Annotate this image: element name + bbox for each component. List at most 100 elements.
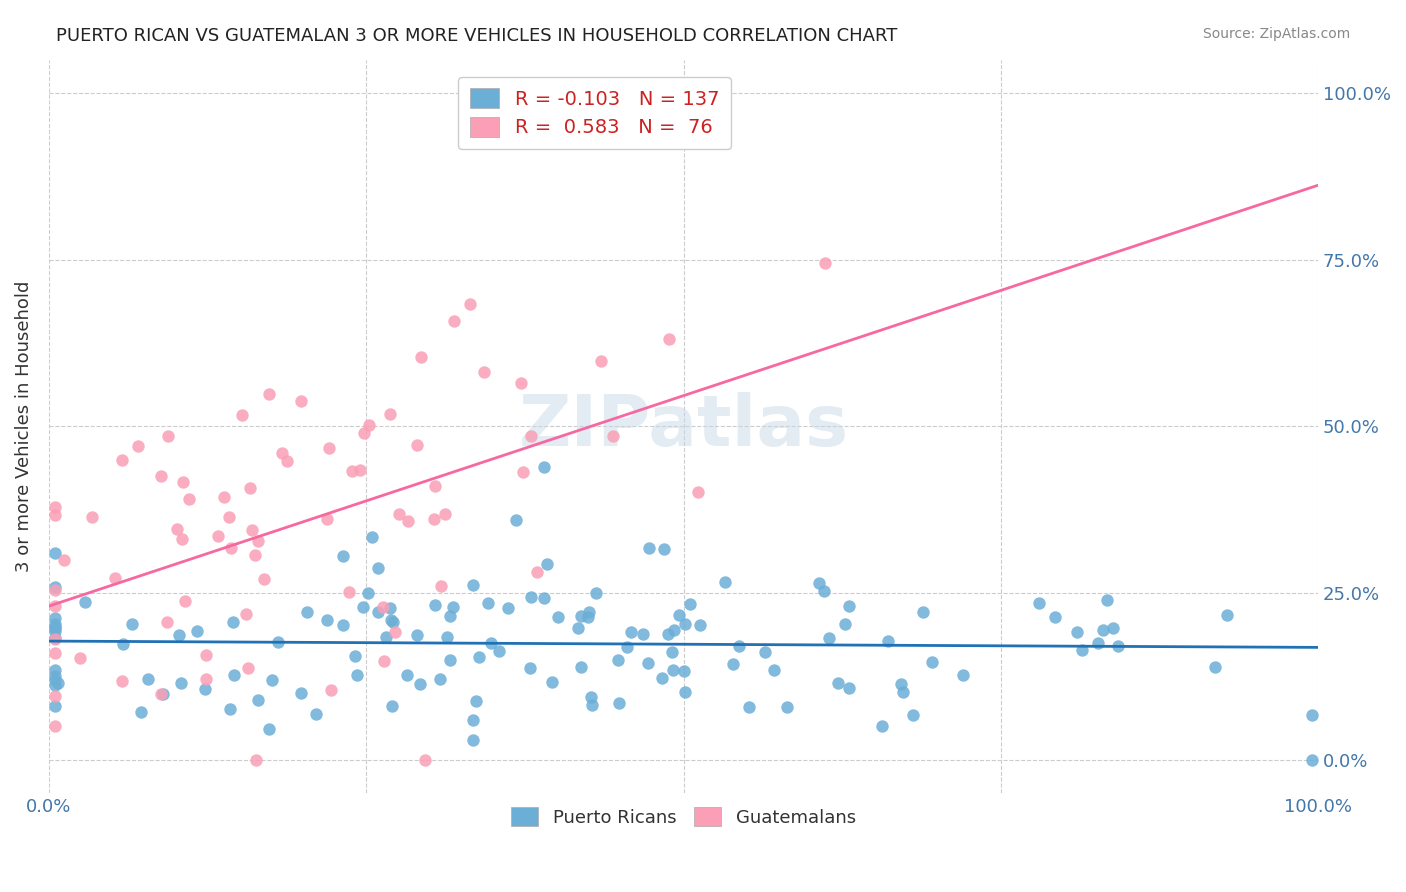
- Point: [172, 475, 194, 490]
- Point: [367, 605, 389, 619]
- Point: [111, 673, 134, 688]
- Point: [423, 599, 446, 613]
- Point: [1216, 608, 1239, 623]
- Point: [381, 615, 404, 629]
- Point: [714, 574, 737, 589]
- Point: [44, 620, 66, 634]
- Point: [150, 469, 173, 483]
- Point: [44, 546, 66, 560]
- Point: [890, 677, 912, 691]
- Point: [651, 671, 673, 685]
- Point: [73, 595, 96, 609]
- Point: [219, 702, 242, 716]
- Point: [439, 653, 461, 667]
- Point: [662, 663, 685, 677]
- Point: [458, 297, 481, 311]
- Point: [1204, 660, 1226, 674]
- Point: [430, 579, 453, 593]
- Point: [44, 699, 66, 714]
- Point: [952, 667, 974, 681]
- Point: [332, 549, 354, 563]
- Point: [838, 599, 860, 614]
- Point: [567, 621, 589, 635]
- Point: [569, 660, 592, 674]
- Point: [602, 429, 624, 443]
- Point: [44, 646, 66, 660]
- Point: [44, 719, 66, 733]
- Point: [519, 661, 541, 675]
- Point: [536, 558, 558, 572]
- Point: [240, 523, 263, 537]
- Point: [194, 648, 217, 662]
- Point: [239, 481, 262, 495]
- Point: [903, 708, 925, 723]
- Point: [381, 698, 404, 713]
- Point: [156, 615, 179, 630]
- Point: [344, 648, 367, 663]
- Point: [1043, 610, 1066, 624]
- Text: Source: ZipAtlas.com: Source: ZipAtlas.com: [1202, 27, 1350, 41]
- Point: [346, 668, 368, 682]
- Point: [316, 613, 339, 627]
- Point: [48, 676, 70, 690]
- Point: [396, 668, 419, 682]
- Point: [295, 605, 318, 619]
- Point: [657, 627, 679, 641]
- Point: [606, 653, 628, 667]
- Point: [357, 586, 380, 600]
- Y-axis label: 3 or more Vehicles in Household: 3 or more Vehicles in Household: [15, 281, 32, 572]
- Point: [121, 617, 143, 632]
- Point: [305, 706, 328, 721]
- Point: [219, 541, 242, 556]
- Point: [44, 689, 66, 703]
- Point: [591, 354, 613, 368]
- Point: [267, 635, 290, 649]
- Point: [245, 753, 267, 767]
- Point: [581, 698, 603, 712]
- Point: [540, 674, 562, 689]
- Point: [488, 644, 510, 658]
- Point: [834, 617, 856, 632]
- Point: [259, 723, 281, 737]
- Point: [658, 332, 681, 346]
- Point: [672, 664, 695, 678]
- Point: [827, 676, 849, 690]
- Point: [465, 694, 488, 708]
- Point: [728, 639, 751, 653]
- Point: [576, 609, 599, 624]
- Point: [44, 669, 66, 683]
- Point: [1107, 639, 1129, 653]
- Point: [380, 613, 402, 627]
- Point: [44, 663, 66, 677]
- Point: [339, 584, 361, 599]
- Point: [547, 610, 569, 624]
- Point: [721, 657, 744, 671]
- Point: [463, 732, 485, 747]
- Point: [754, 645, 776, 659]
- Point: [136, 672, 159, 686]
- Point: [246, 533, 269, 548]
- Point: [1028, 596, 1050, 610]
- Point: [378, 601, 401, 615]
- Point: [423, 478, 446, 492]
- Point: [411, 351, 433, 365]
- Point: [318, 442, 340, 456]
- Point: [911, 605, 934, 619]
- Point: [127, 439, 149, 453]
- Point: [838, 681, 860, 696]
- Point: [396, 514, 419, 528]
- Point: [375, 630, 398, 644]
- Text: ZIPatlas: ZIPatlas: [519, 392, 849, 461]
- Point: [519, 428, 541, 442]
- Point: [166, 523, 188, 537]
- Point: [167, 628, 190, 642]
- Point: [44, 624, 66, 639]
- Point: [472, 365, 495, 379]
- Point: [405, 438, 427, 452]
- Point: [276, 454, 298, 468]
- Point: [631, 627, 654, 641]
- Point: [689, 618, 711, 632]
- Point: [429, 672, 451, 686]
- Point: [222, 668, 245, 682]
- Point: [111, 453, 134, 467]
